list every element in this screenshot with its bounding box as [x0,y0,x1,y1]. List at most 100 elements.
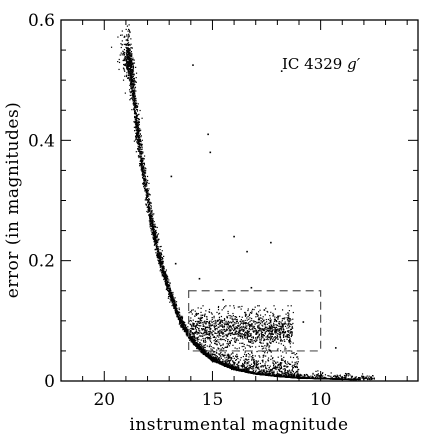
data-point [128,33,130,35]
data-point [165,270,167,273]
data-point [135,132,137,134]
data-point [149,209,151,211]
data-point [183,321,185,323]
data-point [142,177,144,179]
data-point [195,342,197,344]
data-point [166,278,169,280]
data-point [147,190,149,192]
data-point [172,302,174,304]
data-point [172,296,174,298]
data-point [137,133,139,135]
data-point [181,326,183,329]
data-point [186,331,189,333]
data-point [144,190,146,192]
data-point [147,202,149,204]
data-point [165,269,167,271]
data-point [158,262,161,264]
data-point [159,246,161,248]
data-point [147,210,149,212]
data-point [161,263,163,265]
data-point [149,208,151,210]
data-point [130,43,132,45]
data-point [132,74,134,76]
data-point [241,370,244,372]
data-point [145,185,147,187]
data-point [163,278,165,281]
data-point [182,326,185,328]
data-point [174,300,176,302]
data-point [179,314,181,316]
data-point [127,30,129,32]
data-point [180,322,182,324]
data-point [134,105,137,107]
data-point [150,230,152,232]
data-point [137,143,139,145]
data-point [156,234,159,236]
data-point [150,211,153,213]
data-point [180,323,182,325]
data-point [172,297,174,299]
data-point [155,229,157,232]
data-point [143,174,145,176]
data-point [156,249,158,251]
data-point [152,229,154,231]
data-point [123,35,126,37]
data-point [129,94,131,97]
data-point [147,199,149,201]
data-point [154,224,156,226]
data-point [167,285,170,287]
data-point [139,163,141,165]
data-point [180,316,183,319]
data-point [153,228,155,231]
data-point [134,90,136,92]
data-point [152,235,154,237]
data-point [161,257,163,259]
data-point [154,225,157,228]
data-point [130,71,133,73]
data-point [162,274,164,276]
data-point [185,328,188,330]
data-point [192,340,194,342]
data-point [186,335,188,337]
data-point [204,350,207,353]
data-point [173,306,176,309]
data-point [187,329,189,331]
data-point [127,44,130,47]
data-point [166,286,168,288]
data-point [151,220,154,223]
data-point [202,351,204,353]
data-point [130,62,132,64]
data-point [158,252,160,254]
data-point [175,304,177,306]
data-point [148,182,150,185]
data-point [121,44,123,46]
data-point [145,192,148,194]
data-point [184,331,186,333]
data-point [160,265,162,267]
data-point [155,232,158,234]
data-point [156,245,158,247]
data-point [129,71,132,73]
data-point [166,284,168,286]
data-point [159,251,161,254]
data-point [183,327,186,329]
data-point [134,86,137,88]
data-point [155,244,157,247]
data-point [125,75,128,78]
data-point [118,61,121,64]
data-point [160,262,162,264]
data-point [128,50,130,52]
data-point [199,345,201,347]
data-point [126,48,128,50]
data-point [165,273,167,276]
data-point [154,230,156,232]
data-point [230,366,232,368]
data-point [185,331,188,333]
data-point [180,319,182,322]
data-point [170,299,172,301]
data-point [130,63,132,66]
data-point [215,361,217,363]
data-point [137,132,140,134]
data-point [151,213,153,215]
data-point [128,50,131,52]
